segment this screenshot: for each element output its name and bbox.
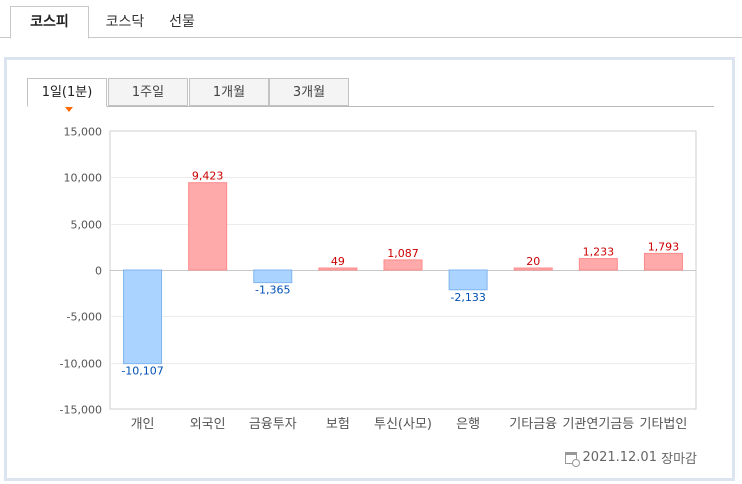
tab-1day[interactable]: 1일(1분) (27, 78, 107, 112)
y-tick-label: 15,000 (64, 126, 103, 139)
bar-value-label: -10,107 (121, 365, 163, 378)
footer-date: 2021.12.01 (582, 450, 657, 465)
x-category-label: 은행 (456, 416, 480, 432)
x-category-label: 금융투자 (249, 417, 297, 432)
x-category-label: 기관연기금등 (562, 417, 634, 432)
bar-value-label: 9,423 (192, 170, 224, 183)
bar (643, 252, 683, 271)
active-tab-marker-icon (65, 107, 73, 112)
tab-3month[interactable]: 3개월 (269, 78, 349, 106)
x-category-label: 기타금융 (509, 417, 557, 432)
tab-1day-label: 1일(1분) (41, 85, 93, 100)
bar (188, 182, 228, 271)
bar-value-label: 1,793 (648, 240, 680, 253)
x-category-label: 기타법인 (640, 417, 688, 432)
y-tick-label: 5,000 (71, 219, 103, 232)
tab-1week[interactable]: 1주일 (108, 78, 188, 106)
bar-value-label: -2,133 (450, 291, 485, 304)
bar-value-label: 20 (526, 255, 540, 268)
x-category-label: 외국인 (190, 417, 226, 432)
market-tabs: 코스피 코스닥 선물 (0, 0, 742, 39)
y-tick-label: -15,000 (60, 404, 102, 417)
period-tabs: 1일(1분) 1주일 1개월 3개월 (27, 78, 714, 112)
bar (318, 267, 358, 271)
chart-footer: 2021.12.01 장마감 (564, 448, 697, 467)
y-tick-label: -5,000 (67, 311, 102, 324)
x-category-label: 투신(사모) (374, 417, 432, 432)
y-tick-label: -10,000 (60, 358, 102, 371)
bar (383, 259, 423, 271)
calendar-clock-icon (564, 451, 580, 467)
tab-kospi[interactable]: 코스피 (10, 6, 89, 39)
tab-1month[interactable]: 1개월 (189, 78, 269, 106)
bar (253, 269, 293, 284)
bar (448, 269, 488, 291)
bar (578, 258, 618, 271)
bar-value-label: 1,087 (387, 247, 419, 260)
x-category-label: 보험 (326, 417, 350, 432)
bar-value-label: 1,233 (583, 246, 615, 259)
x-category-label: 개인 (131, 417, 155, 432)
bar (123, 269, 163, 365)
bar (513, 267, 553, 271)
y-tick-label: 10,000 (64, 172, 103, 185)
footer-status: 장마감 (661, 452, 697, 467)
tab-futures[interactable]: 선물 (169, 14, 195, 30)
y-tick-label: 0 (95, 265, 102, 278)
tab-kosdaq[interactable]: 코스닥 (105, 14, 145, 30)
bar-value-label: -1,365 (255, 284, 290, 297)
bar-value-label: 49 (331, 255, 345, 268)
